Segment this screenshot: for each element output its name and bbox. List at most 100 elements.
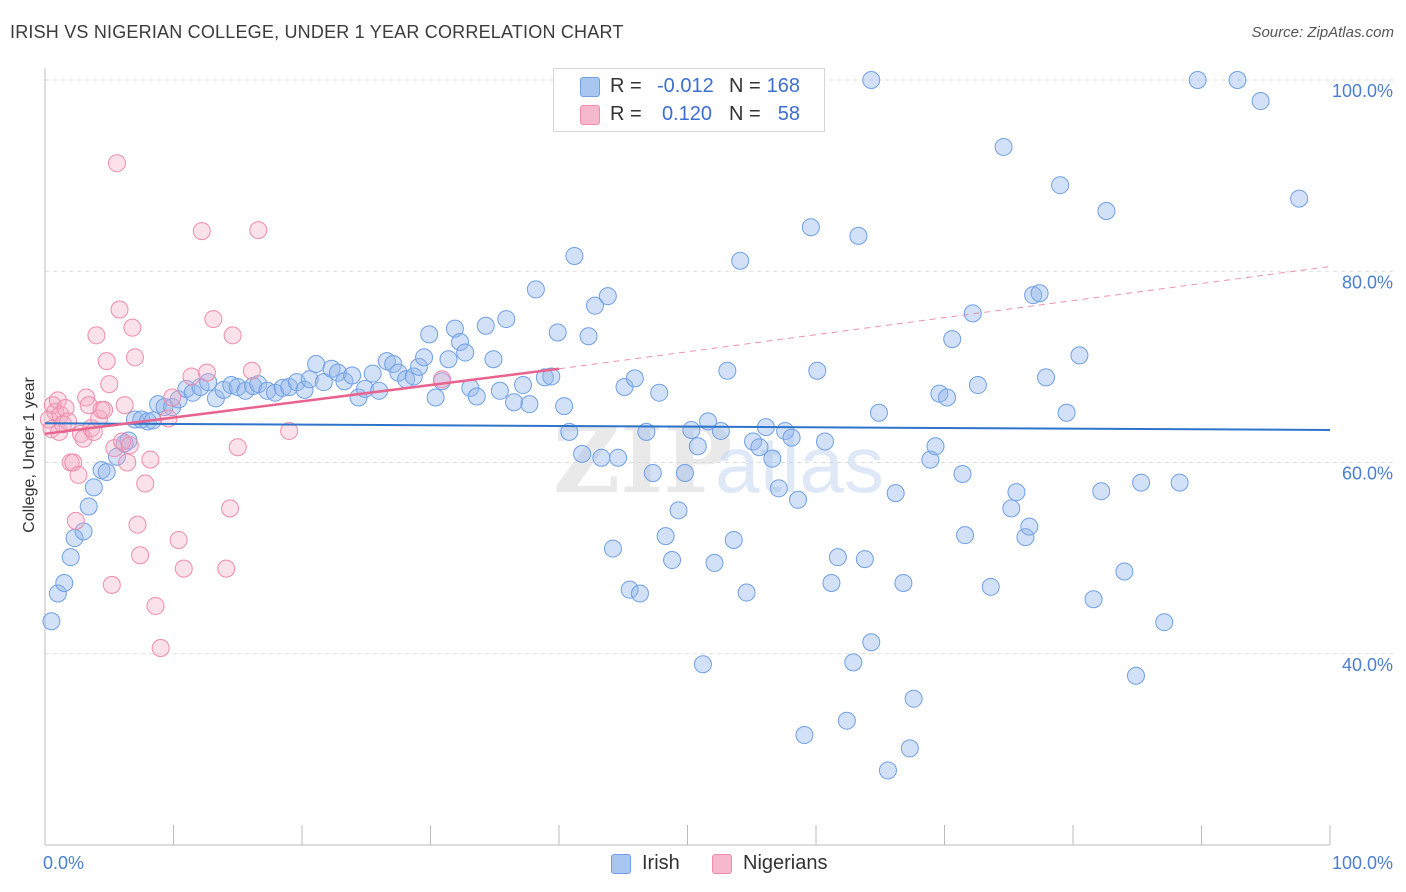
irish-point [1188, 71, 1207, 89]
irish-point [675, 464, 694, 483]
irish-point [750, 438, 769, 457]
legend-row-irish: R = -0.012 N = 168 [554, 73, 824, 101]
nigerians-point [249, 221, 268, 240]
nigerians-point [169, 530, 188, 549]
nigerians-point [204, 310, 223, 329]
nigerians-point [221, 499, 240, 518]
legend-n-label: N = [729, 75, 761, 97]
irish-point [688, 437, 707, 456]
irish-point [514, 376, 533, 395]
y-axis-label: College, Under 1 year [21, 377, 38, 533]
irish-point [585, 296, 604, 315]
legend-r-label: R = [610, 103, 642, 125]
irish-point [869, 403, 888, 422]
irish-point [1007, 483, 1026, 502]
irish-point [314, 373, 333, 392]
irish-point [1228, 71, 1247, 89]
irish-point [1251, 92, 1270, 111]
series-legend-swatch-irish [611, 854, 631, 874]
nigerians-point [217, 559, 236, 578]
irish-point [953, 464, 972, 483]
irish-point [560, 422, 579, 441]
irish-point [994, 137, 1013, 156]
irish-point [497, 310, 516, 329]
legend-row-nigerians: R = 0.120 N = 58 [554, 101, 824, 129]
irish-point [565, 246, 584, 265]
nigerians-point [66, 511, 85, 530]
irish-point [409, 357, 428, 376]
irish-point [300, 370, 319, 389]
legend-n-value: 168 [766, 75, 800, 97]
irish-point [963, 304, 982, 323]
irish-point [445, 319, 464, 338]
series-legend-label-nigerians: Nigerians [743, 852, 828, 874]
nigerians-point [125, 348, 144, 367]
nigerians-point [174, 559, 193, 578]
irish-point [505, 393, 524, 412]
irish-point [625, 369, 644, 388]
irish-point [42, 612, 61, 631]
irish-point [849, 226, 868, 245]
series-nigerians [39, 154, 452, 658]
nigerians-trend-extension [558, 265, 1331, 370]
irish-point [808, 361, 827, 380]
irish-point [643, 464, 662, 483]
nigerians-point [223, 326, 242, 345]
irish-point [711, 421, 730, 440]
irish-point [609, 448, 628, 467]
series-legend: Irish Nigerians [0, 852, 1406, 878]
irish-point [1020, 517, 1039, 536]
irish-point [1092, 482, 1111, 501]
source-label: Source: ZipAtlas.com [1251, 24, 1394, 41]
irish-point [894, 573, 913, 592]
nigerians-point [110, 300, 129, 319]
irish-point [699, 412, 718, 431]
irish-point [295, 380, 314, 399]
irish-point [526, 280, 545, 299]
nigerians-point [97, 352, 116, 371]
correlation-legend: R = -0.012 N = 168 R = 0.120 N = 58 [553, 68, 825, 132]
irish-point [620, 580, 639, 599]
series-irish [42, 71, 1309, 780]
irish-point [579, 327, 598, 346]
irish-point [886, 484, 905, 503]
y-tick-label: 80.0% [1342, 272, 1393, 292]
irish-point [650, 383, 669, 402]
irish-point [548, 323, 567, 342]
irish-point [1132, 473, 1151, 492]
irish-point [926, 437, 945, 456]
irish-point [938, 388, 957, 407]
nigerians-point [95, 400, 114, 419]
tick-labels: 40.0% 60.0% 80.0% 100.0% 0.0% 100.0% [43, 81, 1393, 873]
legend-r-label: R = [610, 75, 642, 97]
irish-point [74, 522, 93, 541]
irish-point [603, 539, 622, 558]
nigerians-point [120, 436, 139, 455]
irish-point [822, 573, 841, 592]
irish-point [1126, 666, 1145, 685]
irish-point [904, 689, 923, 708]
irish-point [921, 450, 940, 469]
irish-point [1155, 613, 1174, 632]
irish-point [663, 551, 682, 570]
irish-point [1084, 590, 1103, 609]
nigerians-point [105, 439, 124, 458]
nigerians-point [228, 438, 247, 457]
irish-point [343, 366, 362, 385]
nigerians-point [115, 396, 134, 415]
nigerians-point [141, 450, 160, 469]
irish-point [598, 287, 617, 306]
irish-point [801, 218, 820, 237]
nigerians-point [102, 575, 121, 594]
irish-point [737, 583, 756, 602]
nigerians-point [59, 412, 78, 431]
irish-point [1097, 202, 1116, 221]
nigerians-point [87, 326, 106, 345]
legend-swatch-nigerians [580, 105, 600, 125]
irish-point [968, 376, 987, 395]
nigerians-point [163, 388, 182, 407]
nigerians-point [69, 465, 88, 484]
irish-point [763, 449, 782, 468]
irish-point [520, 395, 539, 414]
